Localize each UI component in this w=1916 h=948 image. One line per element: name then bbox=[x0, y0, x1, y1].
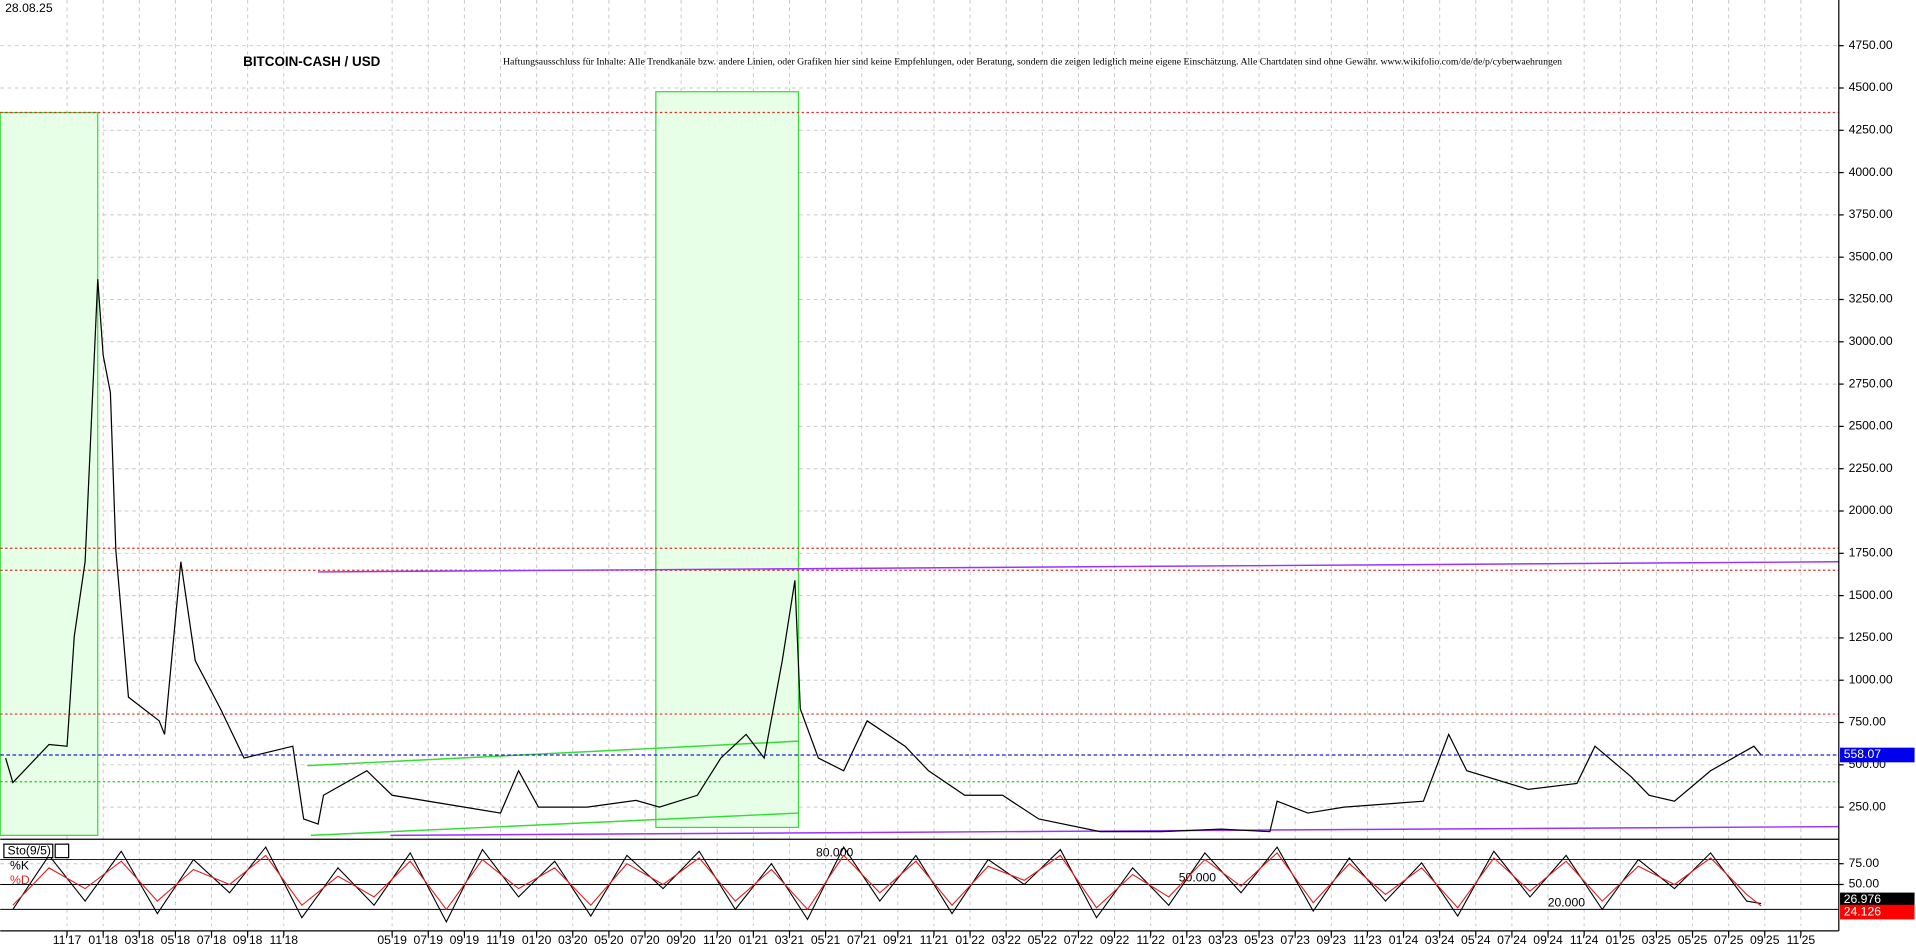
x-tick-label: 05'23 bbox=[1244, 933, 1274, 947]
x-tick-label: 07'20 bbox=[630, 933, 660, 947]
x-tick-label: 01'24 bbox=[1389, 933, 1419, 947]
trend-line bbox=[310, 812, 799, 837]
date-label: 28.08.25 bbox=[5, 1, 53, 15]
indicator-box bbox=[3, 843, 54, 859]
x-tick-label: 05'25 bbox=[1678, 933, 1708, 947]
last-value-label: 26.976 bbox=[1844, 892, 1882, 906]
y-tick-label: 750.00 bbox=[1849, 715, 1887, 729]
y-tick-label: 1000.00 bbox=[1849, 672, 1893, 686]
indicator-expand[interactable] bbox=[54, 843, 70, 859]
y-tick-label: 3750.00 bbox=[1849, 207, 1893, 221]
level-label: 50.000 bbox=[1179, 871, 1217, 885]
x-tick-label: 03'24 bbox=[1425, 933, 1455, 947]
x-tick-label: 01'22 bbox=[955, 933, 985, 947]
x-tick-label: 01'20 bbox=[522, 933, 552, 947]
x-tick-label: 05'21 bbox=[811, 933, 841, 947]
y-tick-label: 50.00 bbox=[1849, 877, 1880, 891]
x-tick-label: 09'24 bbox=[1533, 933, 1563, 947]
trend-line bbox=[390, 825, 1839, 837]
last-value-label: 558.07 bbox=[1844, 747, 1882, 761]
x-tick-label: 11'22 bbox=[1136, 933, 1165, 947]
x-tick-label: 01'18 bbox=[88, 933, 118, 947]
y-tick-label: 4750.00 bbox=[1849, 38, 1893, 52]
x-tick-label: 09'21 bbox=[883, 933, 913, 947]
x-tick-label: 09'20 bbox=[666, 933, 696, 947]
x-tick-label: 03'25 bbox=[1642, 933, 1672, 947]
y-tick-label: 2750.00 bbox=[1849, 376, 1893, 390]
legend-d: %D bbox=[10, 873, 30, 887]
zone bbox=[0, 111, 99, 836]
y-tick-label: 4250.00 bbox=[1849, 123, 1893, 137]
x-tick-label: 05'24 bbox=[1461, 933, 1491, 947]
series-line bbox=[5, 279, 1762, 833]
level-label: 20.000 bbox=[1548, 896, 1586, 910]
x-tick-label: 03'20 bbox=[558, 933, 588, 947]
x-tick-label: 05'20 bbox=[594, 933, 624, 947]
x-tick-label: 07'22 bbox=[1064, 933, 1094, 947]
y-tick-label: 1750.00 bbox=[1849, 546, 1893, 560]
chart-title: BITCOIN-CASH / USD bbox=[243, 54, 381, 69]
x-tick-label: 11'20 bbox=[703, 933, 732, 947]
last-value-box bbox=[1840, 904, 1915, 920]
x-tick-label: 09'23 bbox=[1317, 933, 1347, 947]
zone bbox=[655, 91, 800, 829]
y-tick-label: 4500.00 bbox=[1849, 80, 1893, 94]
x-tick-label: 05'22 bbox=[1028, 933, 1058, 947]
x-tick-label: 03'18 bbox=[125, 933, 155, 947]
x-tick-label: 03'23 bbox=[1208, 933, 1238, 947]
legend-k: %K bbox=[10, 858, 29, 872]
last-value-box bbox=[1840, 892, 1915, 908]
series-line bbox=[12, 852, 1762, 911]
x-tick-label: 11'25 bbox=[1787, 933, 1816, 947]
chart-subtitle: Haftungsausschluss für Inhalte: Alle Tre… bbox=[503, 57, 1562, 68]
x-tick-label: 05'19 bbox=[377, 933, 407, 947]
x-tick-label: 11'18 bbox=[269, 933, 298, 947]
x-tick-label: 01'25 bbox=[1606, 933, 1636, 947]
last-value-label: 24.126 bbox=[1844, 904, 1882, 918]
y-tick-label: 2500.00 bbox=[1849, 419, 1893, 433]
x-tick-label: 11'17 bbox=[53, 933, 82, 947]
y-tick-label: 2000.00 bbox=[1849, 503, 1893, 517]
x-tick-label: 09'18 bbox=[233, 933, 263, 947]
x-tick-label: 11'23 bbox=[1353, 933, 1382, 947]
y-tick-label: 3250.00 bbox=[1849, 292, 1893, 306]
x-tick-label: 09'25 bbox=[1750, 933, 1780, 947]
y-tick-label: 250.00 bbox=[1849, 799, 1887, 813]
x-tick-label: 07'18 bbox=[197, 933, 227, 947]
last-value-box bbox=[1840, 747, 1915, 763]
y-tick-label: 1500.00 bbox=[1849, 588, 1893, 602]
x-tick-label: 07'23 bbox=[1280, 933, 1310, 947]
x-tick-label: 07'24 bbox=[1497, 933, 1527, 947]
y-tick-label: 2250.00 bbox=[1849, 461, 1893, 475]
x-tick-label: 01'21 bbox=[739, 933, 769, 947]
x-tick-label: 07'19 bbox=[414, 933, 444, 947]
x-tick-label: 07'21 bbox=[847, 933, 877, 947]
x-tick-label: 01'23 bbox=[1172, 933, 1202, 947]
y-tick-label: 3000.00 bbox=[1849, 334, 1893, 348]
x-tick-label: 05'18 bbox=[161, 933, 191, 947]
x-tick-label: 11'21 bbox=[920, 933, 949, 947]
y-tick-label: 3500.00 bbox=[1849, 249, 1893, 263]
x-tick-label: 11'19 bbox=[486, 933, 515, 947]
y-tick-label: 75.00 bbox=[1849, 856, 1880, 870]
x-tick-label: 07'25 bbox=[1714, 933, 1744, 947]
series-line bbox=[12, 845, 1762, 924]
x-tick-label: 09'19 bbox=[450, 933, 480, 947]
trend-line bbox=[318, 561, 1839, 573]
indicator-label: Sto(9/5) bbox=[8, 844, 51, 858]
y-tick-label: 1250.00 bbox=[1849, 630, 1893, 644]
x-tick-label: 11'24 bbox=[1570, 933, 1599, 947]
x-tick-label: 09'22 bbox=[1100, 933, 1130, 947]
trend-line bbox=[307, 740, 799, 767]
x-tick-label: 03'22 bbox=[991, 933, 1021, 947]
y-tick-label: 4000.00 bbox=[1849, 165, 1893, 179]
x-tick-label: 03'21 bbox=[775, 933, 805, 947]
